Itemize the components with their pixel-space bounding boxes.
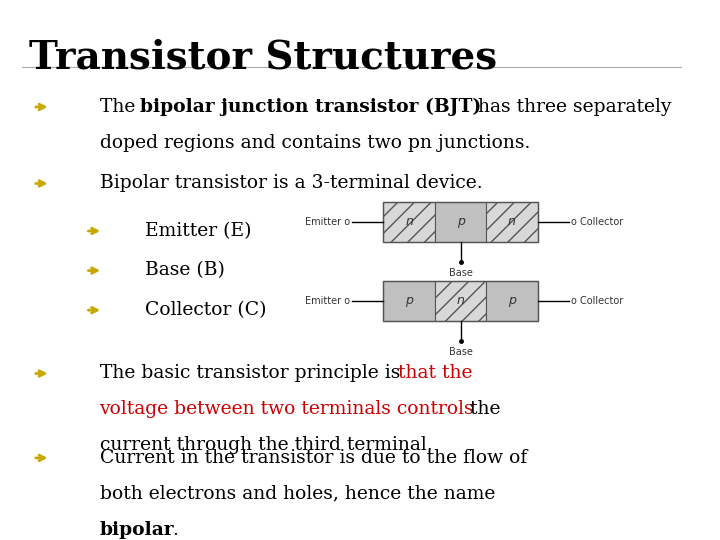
Text: The basic transistor principle is: The basic transistor principle is [99, 364, 406, 382]
Bar [435, 281, 486, 321]
Text: Base: Base [449, 347, 472, 357]
Text: p: p [508, 294, 516, 307]
Text: both electrons and holes, hence the name: both electrons and holes, hence the name [99, 485, 495, 503]
Text: n: n [508, 215, 516, 228]
Bar [486, 202, 538, 241]
Bar [384, 202, 538, 241]
Text: o Collector: o Collector [572, 217, 624, 227]
Text: p: p [456, 215, 464, 228]
Text: Emitter o: Emitter o [305, 296, 350, 306]
Text: o Collector: o Collector [572, 296, 624, 306]
Text: Current in the transistor is due to the flow of: Current in the transistor is due to the … [99, 449, 527, 467]
Text: Collector (C): Collector (C) [145, 301, 266, 319]
Bar [435, 202, 486, 241]
Text: current through the third terminal.: current through the third terminal. [99, 436, 432, 454]
Bar [384, 281, 435, 321]
Text: voltage between two terminals controls: voltage between two terminals controls [99, 400, 474, 418]
Text: .: . [172, 521, 178, 539]
Text: n: n [456, 294, 464, 307]
Text: Bipolar transistor is a 3-terminal device.: Bipolar transistor is a 3-terminal devic… [99, 174, 482, 192]
Text: bipolar junction transistor (BJT): bipolar junction transistor (BJT) [140, 98, 481, 116]
Text: p: p [405, 294, 413, 307]
Text: Transistor Structures: Transistor Structures [30, 38, 498, 76]
Text: doped regions and contains two pn junctions.: doped regions and contains two pn juncti… [99, 134, 530, 152]
Text: that the: that the [398, 364, 472, 382]
Text: Emitter o: Emitter o [305, 217, 350, 227]
Bar [384, 281, 538, 321]
Text: n: n [405, 215, 413, 228]
Text: Base: Base [449, 268, 472, 278]
Text: Base (B): Base (B) [145, 261, 225, 280]
Text: bipolar: bipolar [99, 521, 174, 539]
Bar [384, 202, 435, 241]
Text: has three separately: has three separately [472, 98, 672, 116]
Text: Emitter (E): Emitter (E) [145, 222, 251, 240]
Bar [486, 281, 538, 321]
Text: The: The [99, 98, 141, 116]
Text: the: the [464, 400, 501, 418]
